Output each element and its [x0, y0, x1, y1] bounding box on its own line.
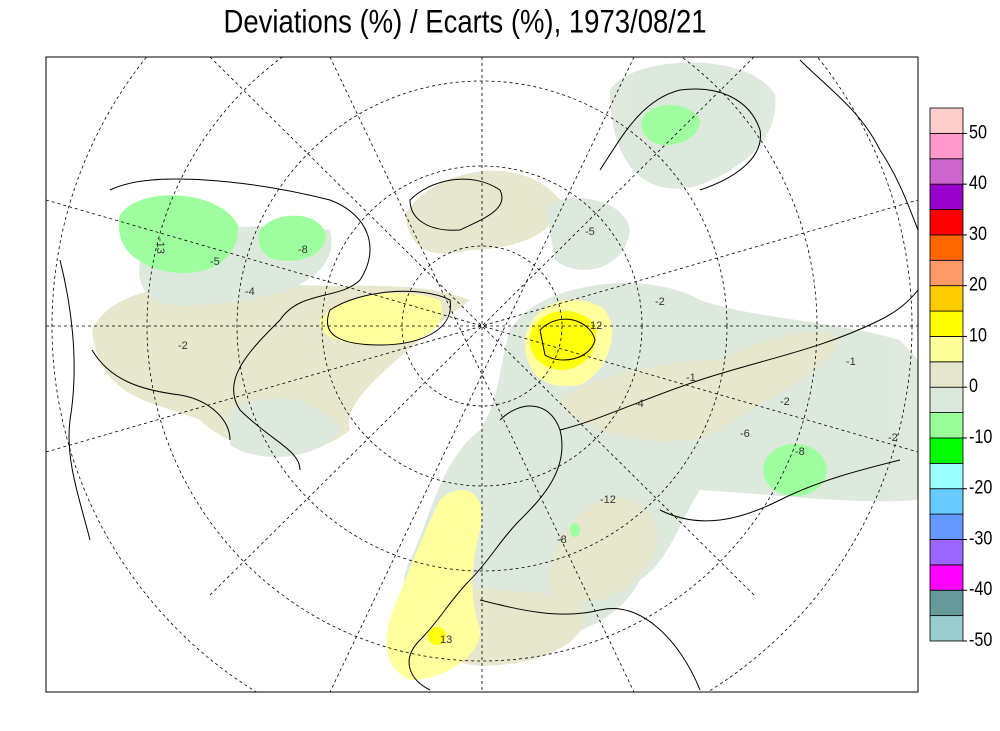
contour-label: -5	[210, 256, 220, 268]
contour-label: 12	[590, 320, 602, 332]
colorbar-box	[929, 310, 964, 337]
colorbar-box	[929, 107, 964, 134]
colorbar-tick-label: 0	[969, 375, 978, 397]
colorbar-box	[929, 132, 964, 160]
colorbar-box	[929, 437, 964, 464]
colorbar-tick-label: 10	[969, 324, 987, 346]
contour-label: -2	[888, 432, 898, 444]
colorbar-box	[929, 462, 964, 490]
graticule	[46, 57, 918, 692]
colorbar-box	[929, 589, 964, 617]
contour-label: -1	[846, 356, 856, 368]
colorbar-box	[929, 488, 964, 515]
contour-label: -8	[298, 244, 308, 256]
colorbar-box	[929, 209, 964, 236]
title: Deviations (%) / Ecarts (%), 1973/08/21	[223, 5, 706, 40]
colorbar-tick-label: -30	[969, 527, 993, 549]
colorbar-tick-label: -40	[969, 578, 993, 600]
colorbar-box	[929, 615, 964, 642]
coastlines	[59, 59, 918, 691]
colorbar-box	[929, 336, 964, 363]
colorbar-box	[929, 183, 964, 210]
colorbar-box	[929, 158, 964, 185]
colorbar-box	[929, 234, 964, 261]
colorbar-box	[929, 412, 964, 439]
contour-label: -6	[740, 428, 750, 440]
colorbar-box	[929, 564, 964, 591]
colorbar-box	[929, 539, 964, 566]
contour-label: -2	[655, 296, 665, 308]
contour-label: -4	[634, 398, 644, 410]
map-frame	[45, 56, 919, 693]
contour-label: -5	[585, 226, 595, 238]
colorbar-tick-label: -50	[969, 629, 993, 651]
contour-label: -8	[795, 446, 805, 458]
contour-labels: -13 -5 -8 -4 -2 12 -2 -1 -2 -4 -1 -8 -2 …	[154, 226, 898, 646]
contour-label: -2	[178, 340, 188, 352]
colorbar-tick-label: 40	[969, 172, 987, 194]
contour-label: -4	[245, 286, 255, 298]
contour-label: -1	[686, 372, 696, 384]
colorbar: 50 40 30 20 10 0 -10 -20 -30 -40 -50	[929, 107, 993, 651]
colorbar-box	[929, 361, 964, 388]
colorbar-tick-label: -20	[969, 476, 993, 498]
colorbar-tick-label: 50	[969, 121, 987, 143]
contour-label: -13	[154, 238, 166, 254]
contour-label: 13	[440, 634, 452, 646]
colorbar-tick-label: -10	[969, 426, 993, 448]
colorbar-box	[929, 386, 964, 413]
colorbar-tick-label: 30	[969, 223, 987, 245]
contour-label: -8	[557, 534, 567, 546]
contour-label: -12	[600, 494, 616, 506]
colorbar-box	[929, 259, 964, 287]
map: -13 -5 -8 -4 -2 12 -2 -1 -2 -4 -1 -8 -2 …	[46, 57, 918, 692]
contour-label: -2	[780, 396, 790, 408]
anomaly-fields	[92, 62, 918, 680]
colorbar-box	[929, 285, 964, 312]
colorbar-tick-label: 20	[969, 273, 987, 295]
colorbar-box	[929, 513, 964, 540]
